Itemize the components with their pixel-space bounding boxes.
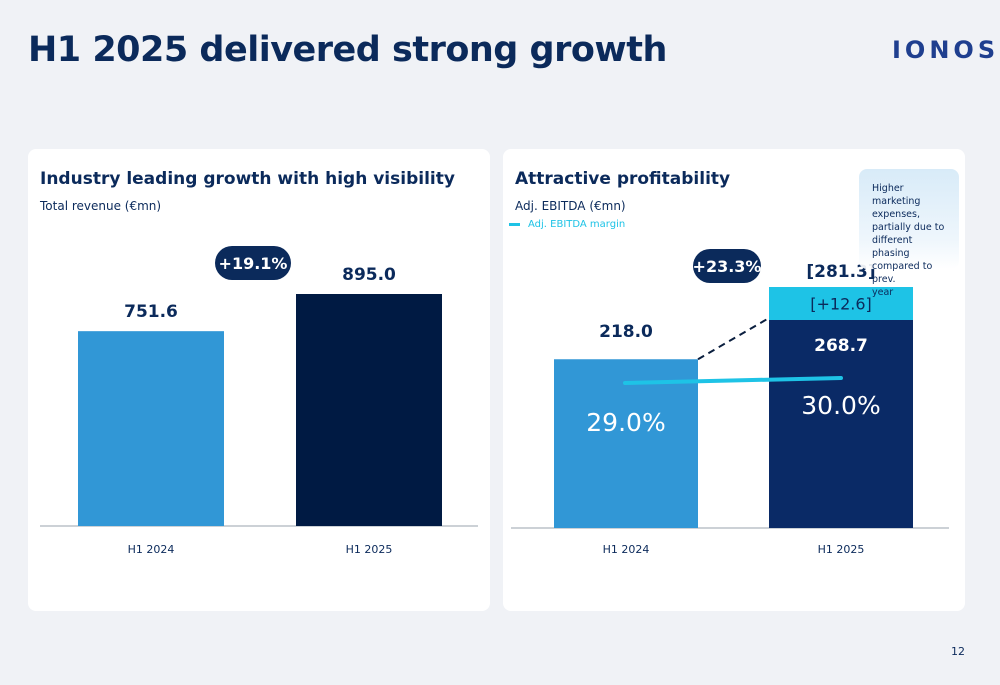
marketing-note-line: partially due to bbox=[872, 222, 945, 233]
marketing-note-line: year bbox=[872, 287, 894, 298]
margin-legend-label: Adj. EBITDA margin bbox=[528, 219, 626, 230]
ebitda-margin-label: 29.0% bbox=[586, 408, 665, 437]
marketing-note-line: compared to prev. bbox=[872, 261, 933, 285]
ebitda-category-label: H1 2024 bbox=[603, 543, 650, 556]
ebitda-total-label: [281.3] bbox=[806, 262, 875, 282]
revenue-bar-h1-2024 bbox=[78, 331, 224, 526]
ebitda-value-label: 268.7 bbox=[814, 336, 868, 356]
ebitda-panel: Attractive profitability Adj. EBITDA (€m… bbox=[503, 149, 965, 611]
ebitda-value-label: 218.0 bbox=[599, 322, 653, 342]
revenue-value-label: 751.6 bbox=[124, 302, 178, 322]
revenue-value-label: 895.0 bbox=[342, 265, 396, 285]
page-number: 12 bbox=[951, 645, 965, 658]
ebitda-growth-label: +23.3% bbox=[693, 257, 762, 276]
marketing-note-line: different phasing bbox=[872, 235, 913, 259]
ebitda-margin-label: 30.0% bbox=[801, 391, 880, 420]
revenue-growth-label: +19.1% bbox=[219, 254, 288, 273]
revenue-category-label: H1 2025 bbox=[346, 543, 393, 556]
marketing-note: Higher marketing expenses, partially due t… bbox=[859, 169, 959, 298]
marketing-note-line: expenses, bbox=[872, 209, 920, 220]
ebitda-chart: 218.0 [+12.6] [281.3] 268.7 29.0% 30.0% H1 202… bbox=[511, 249, 949, 556]
revenue-category-label: H1 2024 bbox=[128, 543, 175, 556]
ebitda-bar-h1-2025 bbox=[769, 320, 913, 528]
revenue-growth-pill bbox=[215, 246, 291, 280]
ebitda-adjustment-bar bbox=[769, 287, 913, 320]
marketing-note-line: Higher marketing bbox=[872, 183, 921, 207]
ebitda-bar-h1-2024 bbox=[554, 359, 698, 528]
revenue-chart: 751.6 H1 2024 895.0 H1 2025 +19.1% bbox=[40, 246, 478, 556]
ebitda-chart-title: Attractive profitability bbox=[515, 169, 731, 189]
margin-legend-swatch bbox=[509, 223, 520, 226]
slide-title: H1 2025 delivered strong growth bbox=[28, 30, 667, 70]
revenue-panel: Industry leading growth with high visibi… bbox=[28, 149, 490, 611]
revenue-bar-h1-2025 bbox=[296, 294, 442, 526]
ionos-logo: IONOS bbox=[892, 36, 1000, 64]
ebitda-connector-line bbox=[697, 317, 770, 361]
ebitda-margin-line bbox=[623, 376, 843, 385]
ebitda-chart-subtitle: Adj. EBITDA (€mn) bbox=[515, 199, 626, 213]
ebitda-growth-pill bbox=[693, 249, 761, 283]
ebitda-category-label: H1 2025 bbox=[818, 543, 865, 556]
revenue-chart-title: Industry leading growth with high visibi… bbox=[40, 169, 455, 189]
margin-legend: Adj. EBITDA margin bbox=[509, 219, 625, 230]
ebitda-adjustment-label: [+12.6] bbox=[810, 295, 872, 314]
revenue-chart-subtitle: Total revenue (€mn) bbox=[40, 199, 162, 213]
